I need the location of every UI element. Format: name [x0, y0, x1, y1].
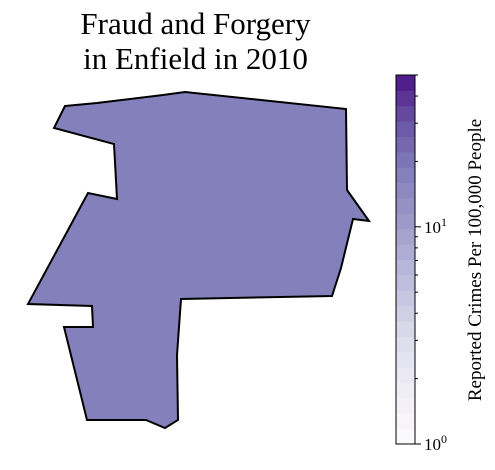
colorbar-band [396, 213, 415, 230]
colorbar-tick-label: 101 [424, 215, 447, 237]
map-title: Fraud and Forgery in Enfield in 2010 [8, 6, 383, 76]
title-line-1: Fraud and Forgery [80, 6, 311, 41]
title-line-2: in Enfield in 2010 [83, 41, 308, 76]
colorbar-band [396, 428, 415, 445]
colorbar-label: Reported Crimes Per 100,000 People [465, 119, 486, 401]
colorbar-band [396, 397, 415, 414]
colorbar-band [396, 321, 415, 337]
colorbar-band [396, 121, 415, 137]
colorbar-band [396, 351, 415, 368]
colorbar-bands [396, 75, 415, 445]
enfield-borough-shape [26, 90, 372, 430]
colorbar-band [396, 290, 415, 307]
colorbar-band [396, 367, 415, 383]
colorbar-band [396, 274, 415, 291]
colorbar-band [396, 90, 415, 107]
colorbar-band [396, 228, 415, 245]
colorbar-tick-label: 100 [424, 432, 447, 454]
colorbar-band [396, 198, 415, 214]
colorbar-band [396, 382, 415, 399]
colorbar-band [396, 244, 415, 260]
colorbar-band [396, 259, 415, 276]
colorbar-band [396, 105, 415, 122]
colorbar-band [396, 305, 415, 322]
colorbar-ticks: 100 101 [415, 74, 447, 454]
colorbar-band [396, 182, 415, 199]
colorbar-band [396, 167, 415, 184]
colorbar-band [396, 75, 415, 91]
colorbar-band [396, 413, 415, 430]
colorbar-band [396, 336, 415, 353]
colorbar-band [396, 136, 415, 153]
colorbar-frame [395, 74, 416, 445]
colorbar-band [396, 151, 415, 168]
